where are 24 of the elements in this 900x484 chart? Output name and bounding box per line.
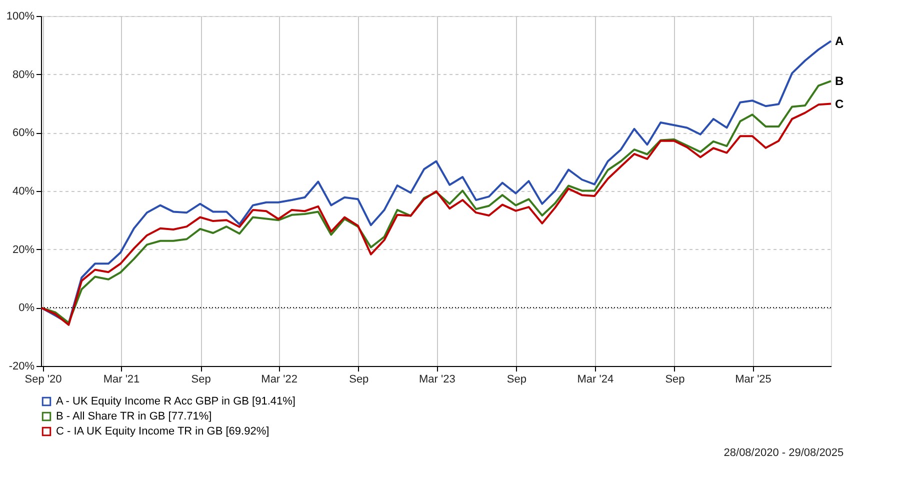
text: 28/08/2020 - 29/08/2025 (724, 447, 844, 459)
x-tick-label: Sep '20 (24, 374, 62, 386)
x-tick-label: Sep (506, 374, 526, 386)
annotation: C (835, 96, 844, 111)
x-tick-label: Mar '25 (735, 374, 772, 386)
annotation: B (835, 74, 844, 88)
y-tick-label: 100% (6, 10, 35, 22)
y-tick-label: 0% (18, 302, 35, 314)
legend-label: B - All Share TR in GB [77.71%] (56, 410, 212, 422)
annotation: A (835, 34, 844, 48)
y-tick-label: 60% (12, 127, 35, 140)
x-tick-label: Sep (191, 374, 211, 386)
y-tick-label: 80% (12, 68, 35, 81)
x-tick-label: Mar '22 (261, 374, 298, 386)
x-tick-label: Mar '21 (103, 374, 140, 386)
x-tick-label: Mar '23 (418, 374, 456, 386)
y-tick-label: -20% (8, 360, 35, 372)
x-tick-label: Mar '24 (577, 374, 614, 386)
x-tick-label: Sep (349, 374, 369, 386)
y-tick-label: 20% (12, 244, 35, 256)
legend-label: A - UK Equity Income R Acc GBP in GB [91.41%] (56, 396, 296, 408)
y-tick-label: 40% (12, 186, 35, 198)
x-tick-label: Sep (665, 374, 685, 386)
legend-label: C - IA UK Equity Income TR in GB [69.92%] (56, 426, 270, 438)
